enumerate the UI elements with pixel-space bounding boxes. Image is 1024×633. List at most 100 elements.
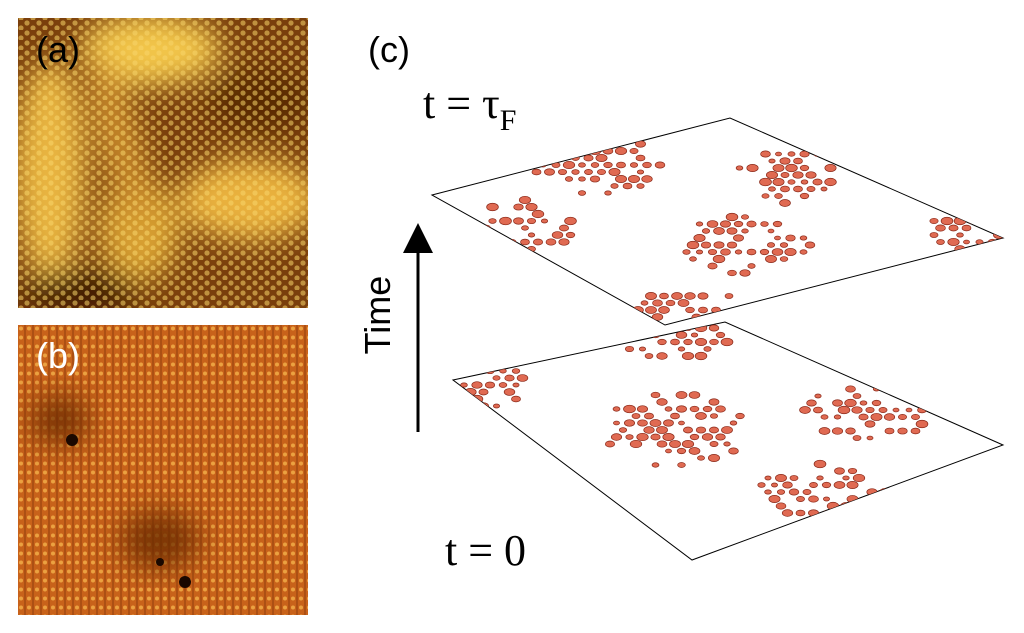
atom [623, 404, 636, 414]
atom [686, 240, 700, 250]
atom [759, 248, 770, 256]
atom [961, 224, 972, 232]
atom [616, 161, 626, 169]
atom [859, 400, 868, 406]
atom [712, 254, 726, 264]
atom [768, 186, 776, 192]
atom [821, 481, 832, 489]
atom [761, 193, 770, 199]
atom [690, 332, 699, 338]
atom [656, 440, 668, 448]
atom [929, 232, 939, 238]
atom [571, 155, 580, 161]
atom [488, 218, 497, 224]
atom [643, 426, 655, 434]
atom [513, 217, 524, 225]
atom [604, 190, 612, 196]
atom [512, 244, 525, 254]
atom [820, 186, 828, 192]
atom [681, 351, 695, 361]
atom [658, 325, 666, 331]
atom [578, 176, 586, 182]
atom [713, 241, 725, 249]
atom [651, 313, 664, 321]
atom [793, 185, 803, 193]
atom [851, 406, 863, 414]
atom [813, 151, 822, 157]
atom [700, 241, 712, 249]
atom [659, 292, 669, 300]
atom [645, 306, 657, 314]
atom [833, 414, 842, 420]
atom [697, 455, 705, 461]
atom [721, 426, 733, 434]
atom [636, 432, 649, 442]
atom [867, 503, 877, 509]
atom [818, 427, 831, 435]
atom [614, 146, 628, 156]
atom [956, 232, 964, 238]
atom [870, 413, 883, 421]
atom [806, 186, 816, 192]
atom [689, 256, 697, 262]
atom [746, 248, 757, 256]
atom [622, 182, 633, 190]
atom [789, 475, 799, 481]
atom [681, 439, 695, 449]
atom [481, 224, 491, 232]
atom [624, 345, 635, 353]
atom [708, 398, 720, 406]
atom [604, 440, 616, 448]
atom [799, 406, 811, 414]
atom [929, 217, 939, 225]
atom [730, 313, 741, 321]
atom [709, 338, 719, 346]
atom [733, 234, 744, 242]
atom [954, 245, 966, 253]
atom [479, 237, 493, 247]
atom [663, 419, 674, 427]
atom [833, 481, 846, 489]
atom [771, 482, 778, 488]
atom [980, 245, 992, 253]
atom [708, 426, 720, 434]
atom [475, 232, 484, 238]
atom [677, 462, 686, 468]
atom [694, 351, 708, 361]
atom [953, 216, 967, 226]
atom [669, 324, 681, 332]
atom [640, 300, 649, 306]
atom [519, 252, 531, 260]
atom [565, 231, 576, 239]
atom [675, 331, 688, 339]
atom [532, 238, 544, 246]
atom [824, 177, 837, 187]
atom [802, 489, 812, 495]
atom [799, 150, 810, 158]
atom [809, 482, 818, 488]
axis-label: Time [357, 276, 398, 355]
atom [837, 405, 851, 415]
atom [658, 306, 670, 314]
atom [771, 248, 784, 256]
atom [644, 412, 654, 420]
atom [635, 154, 646, 162]
atom [784, 247, 797, 257]
atom [832, 399, 843, 407]
atom [853, 502, 865, 510]
atom [780, 172, 790, 178]
atom [513, 203, 524, 211]
atom [544, 140, 555, 148]
atom [641, 175, 653, 183]
atom [675, 391, 688, 399]
atom [682, 249, 691, 255]
atom [813, 459, 827, 469]
atom [520, 238, 530, 246]
atom [915, 419, 929, 429]
atom [563, 147, 575, 155]
plane-label: t = 0 [445, 526, 526, 575]
atom [833, 509, 846, 517]
atom [595, 140, 608, 148]
atom [688, 391, 701, 399]
atom [897, 413, 908, 421]
